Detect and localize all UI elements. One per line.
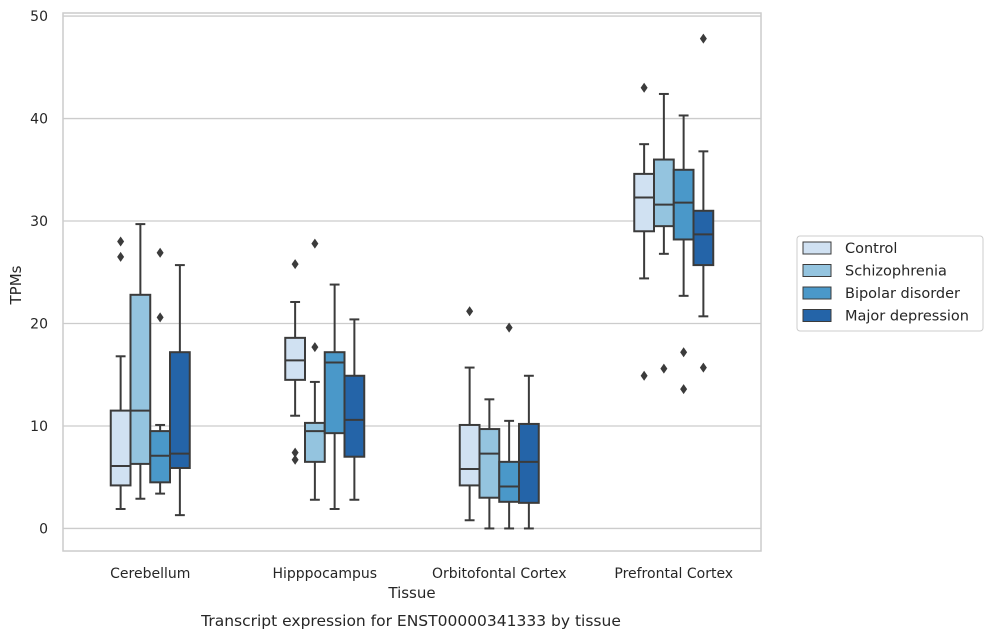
- box-major-depression: [692, 33, 715, 373]
- outlier-point: [466, 306, 474, 317]
- box-body: [498, 460, 520, 503]
- outlier-point: [117, 236, 125, 247]
- box-major-depression: [169, 264, 191, 517]
- boxes: [109, 33, 715, 530]
- x-axis-label: Tissue: [387, 584, 435, 602]
- y-tick-labels: 0 10 20 30 40 50: [30, 9, 48, 537]
- outlier-point: [291, 259, 299, 270]
- y-tick-label: 50: [30, 9, 48, 25]
- y-tick-label: 30: [30, 214, 48, 230]
- box-control: [284, 259, 306, 465]
- outlier-point: [156, 312, 164, 323]
- box-body: [518, 422, 540, 504]
- box-schizophrenia: [304, 238, 326, 501]
- outlier-point: [311, 342, 319, 353]
- outlier-point: [699, 33, 707, 44]
- legend-swatch: [802, 309, 832, 322]
- box-body: [458, 423, 481, 487]
- outlier-point: [680, 384, 688, 395]
- legend-frame: [796, 235, 984, 332]
- box-bipolar-disorder: [498, 322, 520, 530]
- box-major-depression: [518, 374, 540, 530]
- box-major-depression: [343, 318, 366, 501]
- box-bipolar-disorder: [323, 283, 346, 510]
- box-bipolar-disorder: [149, 247, 171, 495]
- legend-swatch: [802, 241, 832, 255]
- box-body: [323, 351, 346, 435]
- box-body: [653, 158, 675, 228]
- box-body: [109, 409, 132, 487]
- outlier-point: [640, 370, 648, 381]
- chart-caption: Transcript expression for ENST0000034133…: [200, 612, 621, 630]
- outlier-point: [291, 447, 299, 458]
- box-control: [633, 82, 655, 381]
- outlier-point: [660, 363, 668, 374]
- outlier-point: [156, 247, 164, 258]
- legend-label: Bipolar disorder: [845, 286, 960, 302]
- box-body: [129, 293, 152, 465]
- outlier-point: [505, 322, 513, 333]
- box-body: [672, 168, 695, 241]
- x-tick-labels: Cerebellum Hipppocampus Orbitofontal Corte…: [110, 566, 733, 582]
- box-schizophrenia: [653, 92, 675, 374]
- x-tick-label: Hipppocampus: [272, 566, 377, 582]
- outlier-point: [640, 82, 648, 93]
- legend-swatch: [802, 286, 832, 300]
- y-tick-label: 10: [30, 419, 48, 435]
- y-tick-label: 40: [30, 112, 48, 128]
- y-tick-label: 0: [39, 521, 48, 537]
- box-schizophrenia: [478, 398, 501, 530]
- y-axis-label: TPMs: [7, 265, 25, 305]
- box-control: [458, 306, 481, 522]
- box-body: [149, 430, 171, 484]
- legend-label: Control: [845, 241, 897, 257]
- box-body: [304, 421, 326, 463]
- x-tick-label: Orbitofontal Cortex: [432, 566, 567, 582]
- box-control: [109, 236, 132, 510]
- y-tick-label: 20: [30, 317, 48, 333]
- legend-label: Major depression: [845, 309, 969, 325]
- box-body: [169, 351, 191, 469]
- box-bipolar-disorder: [672, 114, 695, 395]
- legend: Control Schizophrenia Bipolar disorder Majo…: [796, 235, 984, 332]
- outlier-point: [680, 347, 688, 358]
- box-body: [692, 209, 715, 267]
- x-tick-label: Cerebellum: [110, 566, 190, 582]
- box-schizophrenia: [129, 223, 152, 500]
- outlier-point: [291, 454, 299, 465]
- box-body: [633, 172, 655, 233]
- outlier-point: [311, 238, 319, 249]
- legend-swatch: [802, 264, 832, 277]
- outlier-point: [699, 362, 707, 373]
- box-body: [284, 336, 306, 381]
- legend-label: Schizophrenia: [845, 264, 947, 280]
- plot-frame: [62, 12, 762, 552]
- x-tick-label: Prefrontal Cortex: [614, 566, 733, 582]
- box-body: [343, 374, 366, 458]
- outlier-point: [117, 251, 125, 262]
- box-body: [478, 428, 501, 499]
